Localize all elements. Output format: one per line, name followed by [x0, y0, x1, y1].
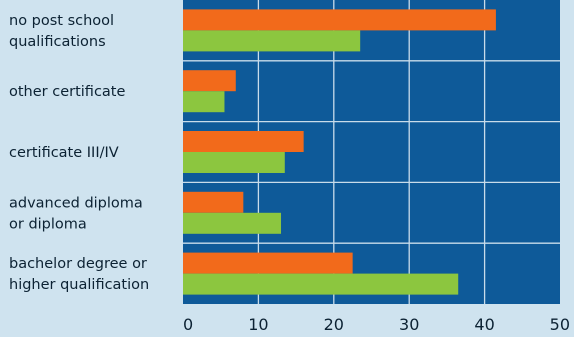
bar-series-1-cat-1 — [183, 9, 496, 31]
bar-series-1-cat-2 — [183, 70, 236, 92]
x-tick-label: 40 — [474, 315, 494, 334]
bar-series-2-cat-4 — [183, 212, 282, 234]
bar-series-1-cat-5 — [183, 252, 353, 274]
category-label: higher qualification — [9, 277, 149, 293]
category-label: bachelor degree or — [9, 256, 147, 272]
bar-series-1-cat-3 — [183, 131, 304, 152]
x-tick-labels: 0 10 20 30 40 50 — [183, 315, 570, 334]
bar-series-2-cat-2 — [183, 91, 225, 113]
x-tick-label: 0 — [183, 315, 193, 334]
x-tick-label: 10 — [248, 315, 268, 334]
category-label: certificate III/IV — [9, 145, 119, 161]
bar-series-2-cat-3 — [183, 152, 285, 173]
x-tick-label: 20 — [324, 315, 344, 334]
x-tick-label: 50 — [550, 315, 570, 334]
bar-series-1-cat-4 — [183, 191, 244, 213]
x-tick-label: 30 — [399, 315, 419, 334]
category-label: or diploma — [9, 216, 87, 232]
category-label: qualifications — [9, 34, 106, 50]
category-labels: no post school qualifications other certif… — [9, 13, 149, 293]
category-label: advanced diploma — [9, 195, 143, 211]
category-label: other certificate — [9, 84, 125, 100]
bar-series-2-cat-1 — [183, 30, 361, 52]
bar-series-2-cat-5 — [183, 273, 459, 295]
category-label: no post school — [9, 13, 114, 29]
bars — [183, 9, 496, 295]
